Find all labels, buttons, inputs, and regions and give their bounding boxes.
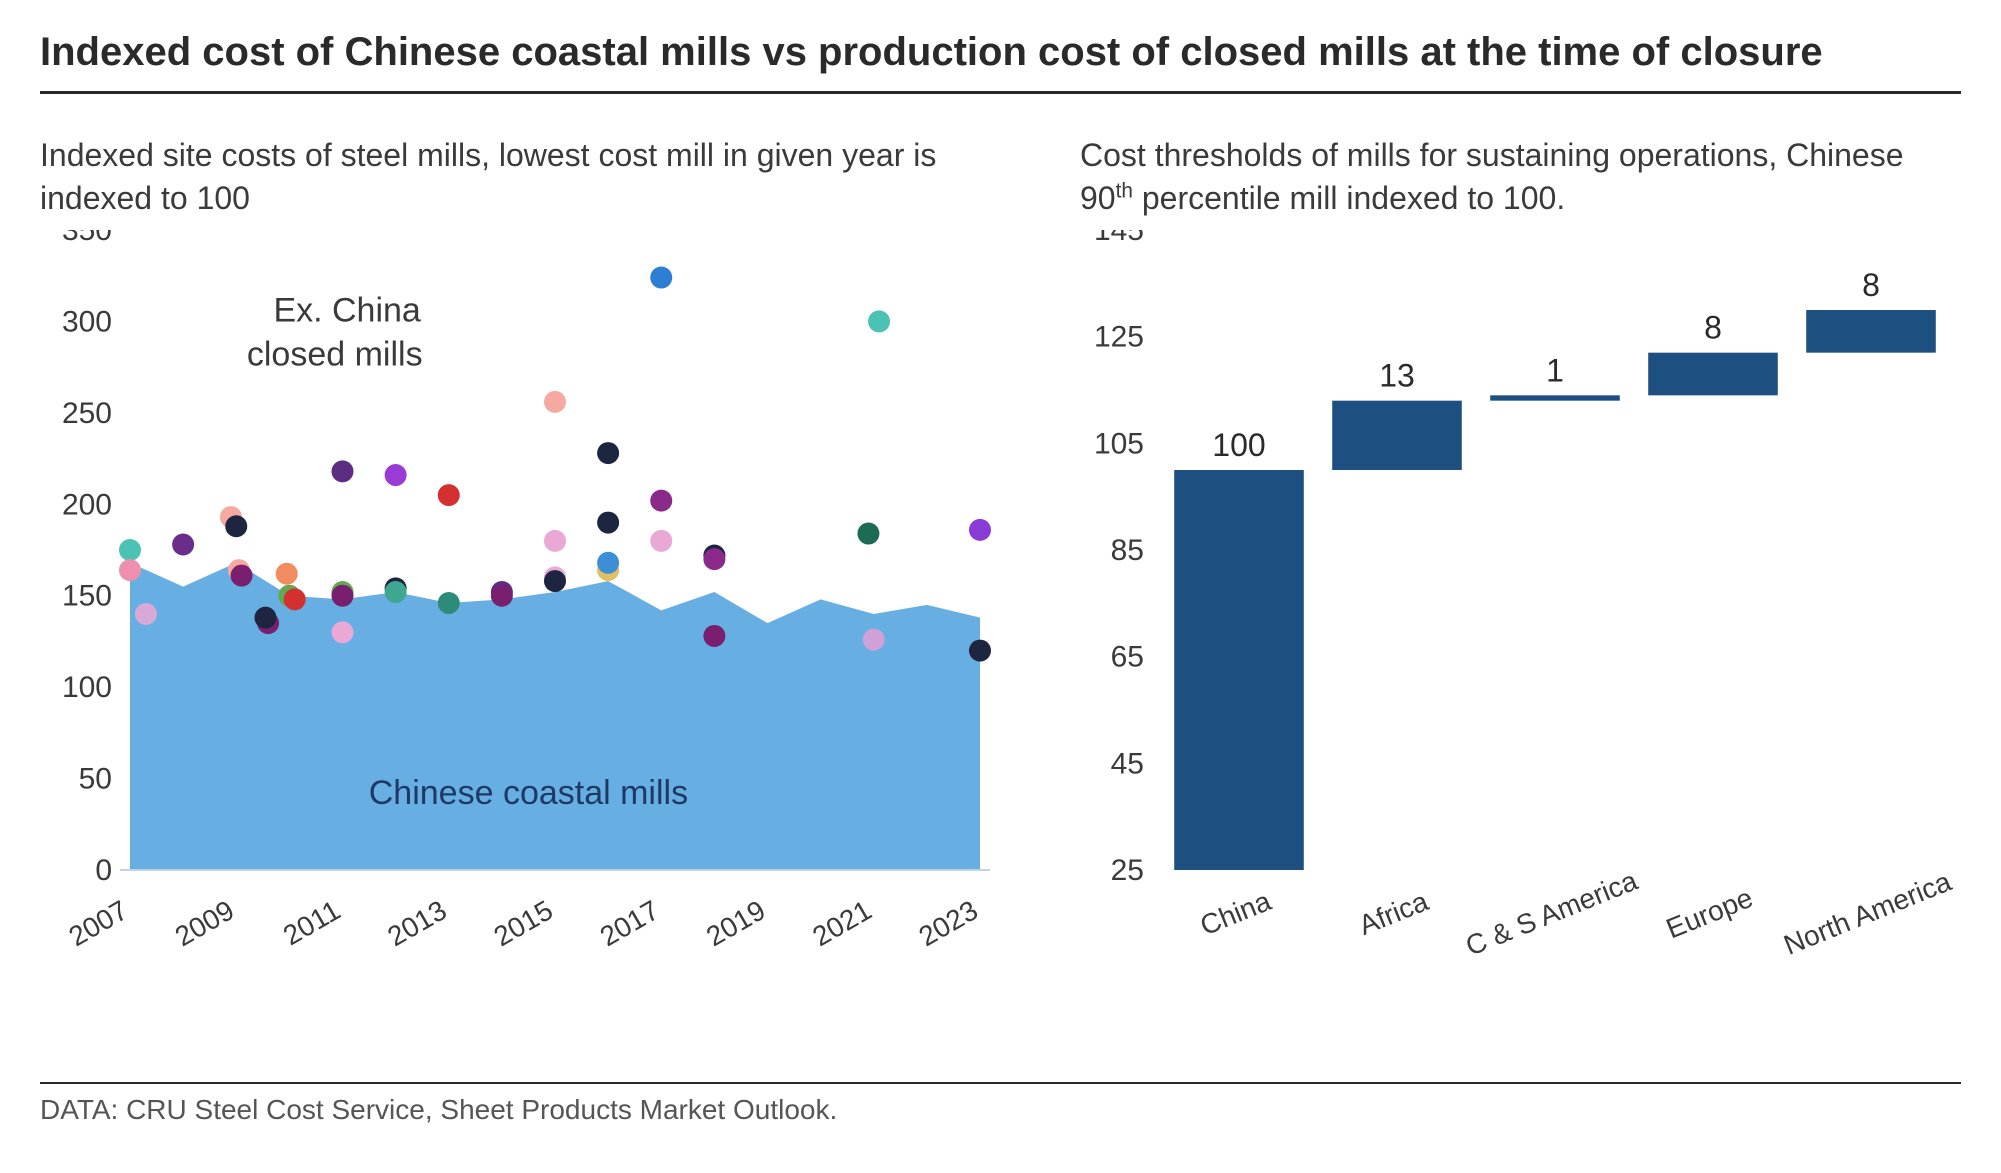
svg-text:China: China <box>1196 885 1276 941</box>
svg-text:8: 8 <box>1862 267 1880 303</box>
svg-text:200: 200 <box>62 488 112 521</box>
svg-text:105: 105 <box>1094 427 1144 460</box>
left-subtitle: Indexed site costs of steel mills, lowes… <box>40 134 1000 222</box>
svg-text:Africa: Africa <box>1354 885 1432 941</box>
svg-text:Chinese coastal mills: Chinese coastal mills <box>369 774 688 812</box>
svg-text:1: 1 <box>1546 352 1564 388</box>
svg-text:Europe: Europe <box>1662 882 1757 945</box>
svg-text:2021: 2021 <box>807 894 876 952</box>
right-subtitle: Cost thresholds of mills for sustaining … <box>1080 134 1960 222</box>
svg-text:2009: 2009 <box>170 894 239 952</box>
svg-text:50: 50 <box>79 763 112 796</box>
svg-text:2013: 2013 <box>382 894 451 952</box>
svg-text:0: 0 <box>95 854 112 887</box>
panels: Indexed site costs of steel mills, lowes… <box>40 134 1961 1074</box>
svg-text:closed mills: closed mills <box>247 335 423 373</box>
svg-text:2007: 2007 <box>64 894 133 952</box>
svg-text:65: 65 <box>1111 641 1144 674</box>
svg-text:8: 8 <box>1704 310 1722 346</box>
svg-text:2011: 2011 <box>278 894 346 951</box>
svg-text:North America: North America <box>1779 865 1955 960</box>
page-title: Indexed cost of Chinese coastal mills vs… <box>40 30 1961 94</box>
svg-text:150: 150 <box>62 580 112 613</box>
svg-text:2015: 2015 <box>489 894 558 952</box>
svg-text:250: 250 <box>62 397 112 430</box>
svg-text:125: 125 <box>1094 321 1144 354</box>
svg-text:100: 100 <box>1212 427 1265 463</box>
right-panel: Cost thresholds of mills for sustaining … <box>1080 134 1960 1074</box>
svg-text:45: 45 <box>1111 747 1144 780</box>
svg-text:13: 13 <box>1379 358 1415 394</box>
svg-text:Ex. China: Ex. China <box>273 291 420 329</box>
svg-text:2017: 2017 <box>595 894 664 952</box>
right-plot: 25 45 65 85 105 125 145 100 13 1 8 8 China Africa C & … <box>1080 230 1960 990</box>
svg-text:85: 85 <box>1111 534 1144 567</box>
left-panel: Indexed site costs of steel mills, lowes… <box>40 134 1000 1074</box>
svg-text:2023: 2023 <box>914 894 983 952</box>
svg-text:300: 300 <box>62 305 112 338</box>
svg-text:350: 350 <box>62 230 112 247</box>
svg-text:25: 25 <box>1111 854 1144 887</box>
footer-source: DATA: CRU Steel Cost Service, Sheet Prod… <box>40 1082 1961 1126</box>
svg-text:145: 145 <box>1094 230 1144 247</box>
left-plot: 0 50 100 150 200 250 300 350 2007 2009 2011 2013 201… <box>40 230 1000 990</box>
svg-text:100: 100 <box>62 671 112 704</box>
svg-text:C & S America: C & S America <box>1461 865 1642 962</box>
svg-text:2019: 2019 <box>701 894 770 952</box>
